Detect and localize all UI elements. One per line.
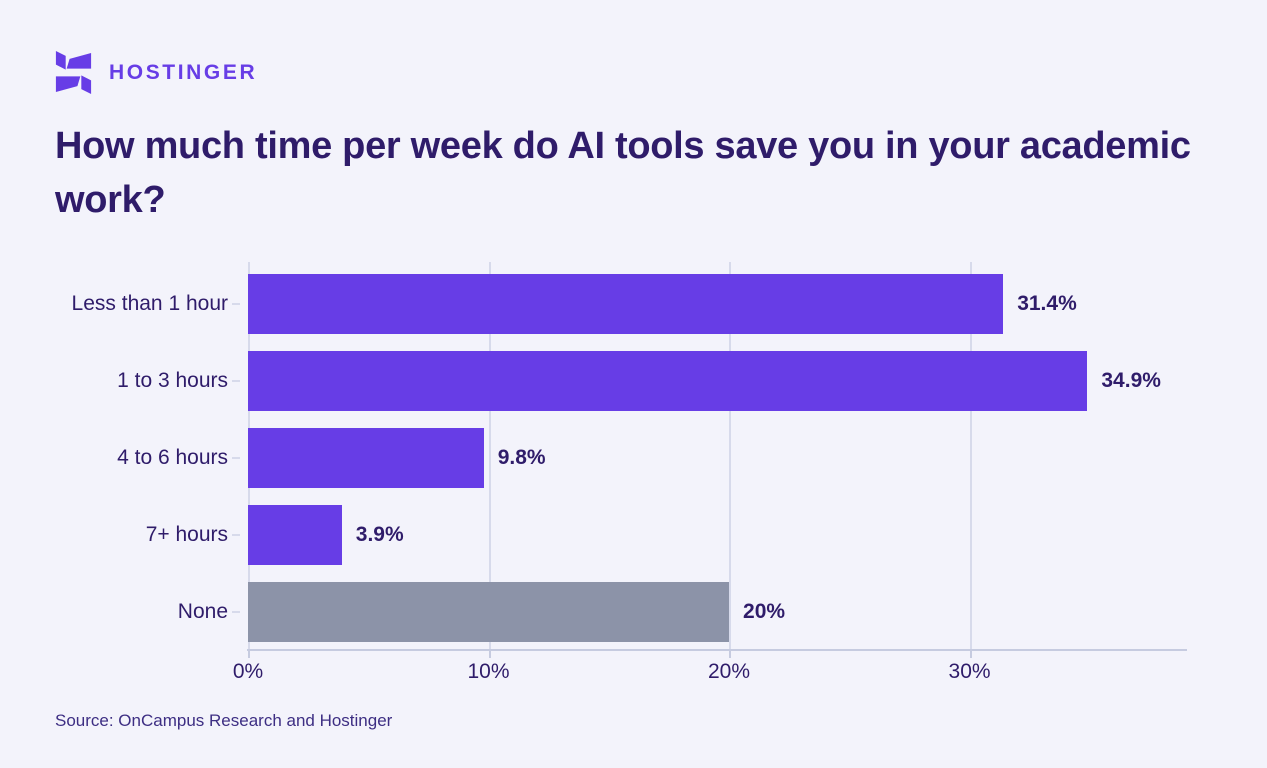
y-tick-mark bbox=[232, 611, 240, 613]
x-tick-mark bbox=[969, 651, 972, 658]
gridline bbox=[969, 262, 972, 650]
chart-title: How much time per week do AI tools save … bbox=[55, 125, 1191, 221]
x-axis-line bbox=[247, 649, 1187, 651]
x-tick-mark bbox=[729, 651, 732, 658]
x-tick-mark bbox=[488, 651, 491, 658]
source-attribution: Source: OnCampus Research and Hostinger bbox=[55, 711, 393, 730]
value-label: 31.4% bbox=[1017, 292, 1077, 315]
chart-row: None 20% bbox=[0, 582, 1186, 642]
bar bbox=[248, 582, 730, 642]
y-tick-mark bbox=[232, 303, 240, 305]
y-tick-mark bbox=[232, 457, 240, 459]
x-tick-mark bbox=[248, 651, 250, 658]
x-tick-label: 20% bbox=[708, 660, 751, 683]
category-label: 1 to 3 hours bbox=[117, 369, 228, 392]
hostinger-logo-text: HOSTINGER bbox=[109, 60, 258, 84]
gridline bbox=[488, 262, 491, 650]
bar-rows: Less than 1 hour 31.4% 1 to 3 hours 34.9% 4 … bbox=[0, 274, 1186, 642]
value-label: 3.9% bbox=[355, 523, 404, 546]
bar bbox=[248, 351, 1088, 411]
gridline bbox=[729, 262, 732, 650]
chart-row: 4 to 6 hours 9.8% bbox=[0, 428, 1186, 488]
y-tick-mark bbox=[232, 534, 240, 536]
value-label: 34.9% bbox=[1101, 369, 1161, 392]
y-tick-mark bbox=[232, 380, 240, 382]
chart-row: 7+ hours 3.9% bbox=[0, 505, 1186, 565]
hostinger-logo: HOSTINGER bbox=[52, 49, 257, 96]
chart-row: Less than 1 hour 31.4% bbox=[0, 274, 1186, 334]
x-tick-label: 10% bbox=[467, 660, 510, 683]
category-label: None bbox=[177, 600, 228, 623]
x-tick-label: 0% bbox=[232, 660, 264, 683]
value-label: 20% bbox=[743, 600, 786, 623]
bar bbox=[248, 505, 342, 565]
hostinger-logo-icon bbox=[55, 51, 92, 94]
bar-track: 20% bbox=[248, 582, 1186, 642]
category-label: Less than 1 hour bbox=[71, 292, 228, 315]
chart-row: 1 to 3 hours 34.9% bbox=[0, 351, 1186, 411]
bar bbox=[248, 428, 484, 488]
bar-track: 9.8% bbox=[248, 428, 1186, 488]
bar bbox=[248, 274, 1004, 334]
category-label: 4 to 6 hours bbox=[117, 446, 228, 469]
bar-track: 34.9% bbox=[248, 351, 1186, 411]
value-label: 9.8% bbox=[497, 446, 546, 469]
x-tick-label: 30% bbox=[948, 660, 991, 683]
category-label: 7+ hours bbox=[145, 523, 228, 546]
bar-track: 3.9% bbox=[248, 505, 1186, 565]
bar-track: 31.4% bbox=[248, 274, 1186, 334]
